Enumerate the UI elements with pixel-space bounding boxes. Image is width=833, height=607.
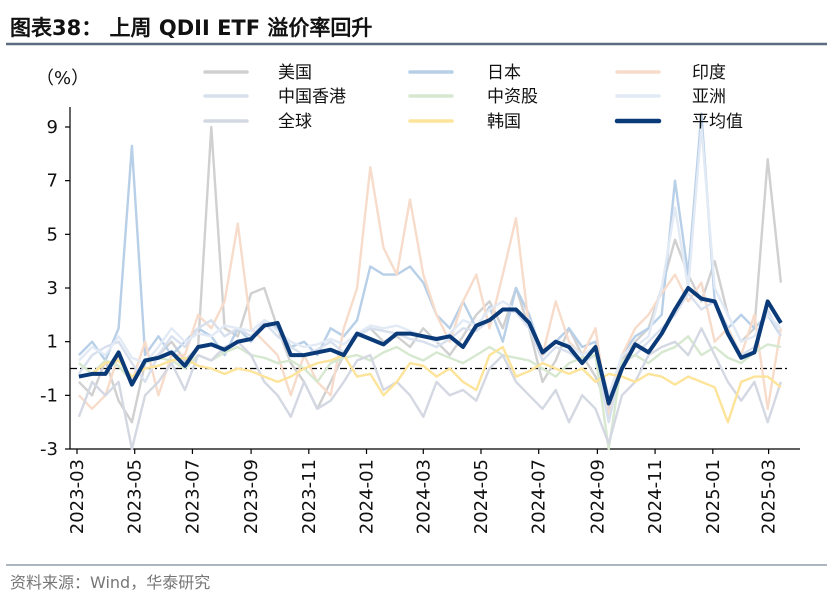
y-tick-label: -1 [40, 385, 58, 406]
x-tick-label: 2024-07 [529, 459, 550, 534]
x-tick-label: 2023-05 [125, 459, 146, 534]
x-tick-label: 2024-05 [471, 459, 492, 534]
y-axis-unit: （%） [36, 68, 89, 89]
x-tick-label: 2023-11 [299, 459, 320, 534]
legend-label: 平均值 [692, 112, 743, 132]
x-tick-label: 2023-07 [182, 459, 203, 534]
y-tick-label: 1 [47, 332, 58, 353]
series-line-4 [78, 335, 782, 451]
legend-label: 亚洲 [692, 87, 726, 107]
legend-label: 印度 [692, 63, 726, 83]
x-tick-label: 2023-09 [241, 459, 262, 534]
x-tick-label: 2025-01 [703, 459, 724, 534]
y-tick-label: 9 [47, 117, 58, 138]
y-tick-label: 5 [47, 224, 58, 245]
series-line-6 [77, 327, 783, 451]
legend-label: 日本 [487, 63, 521, 83]
x-axis: 2023-03 2023-05 2023-07 2023-09 2023-11 2024-… [67, 367, 800, 534]
source-note: 资料来源：Wind，华泰研究 [10, 573, 210, 592]
y-tick-label: 3 [47, 278, 58, 299]
series-line-7 [78, 345, 782, 424]
x-tick-label: 2024-01 [357, 459, 378, 534]
legend-label: 中资股 [487, 87, 538, 107]
x-tick-label: 2024-11 [645, 459, 666, 534]
legend-label: 美国 [278, 63, 312, 83]
legend-label: 全球 [278, 112, 312, 132]
y-tick-label: -3 [40, 439, 58, 460]
x-tick-label: 2024-03 [413, 459, 434, 534]
x-tick-label: 2023-03 [67, 459, 88, 534]
x-tick-label: 2024-09 [587, 459, 608, 534]
series-lines [77, 112, 783, 451]
series-line-8 [78, 286, 783, 406]
chart-title: 图表38： 上周 QDII ETF 溢价率回升 [10, 16, 372, 40]
legend-label: 韩国 [487, 112, 521, 132]
y-axis: -3 -1 1 3 5 7 9 [40, 107, 71, 460]
x-tick-label: 2025-03 [759, 459, 780, 534]
y-tick-label: 7 [47, 171, 58, 192]
legend-label: 中国香港 [278, 87, 346, 107]
series-line-2 [78, 166, 783, 418]
